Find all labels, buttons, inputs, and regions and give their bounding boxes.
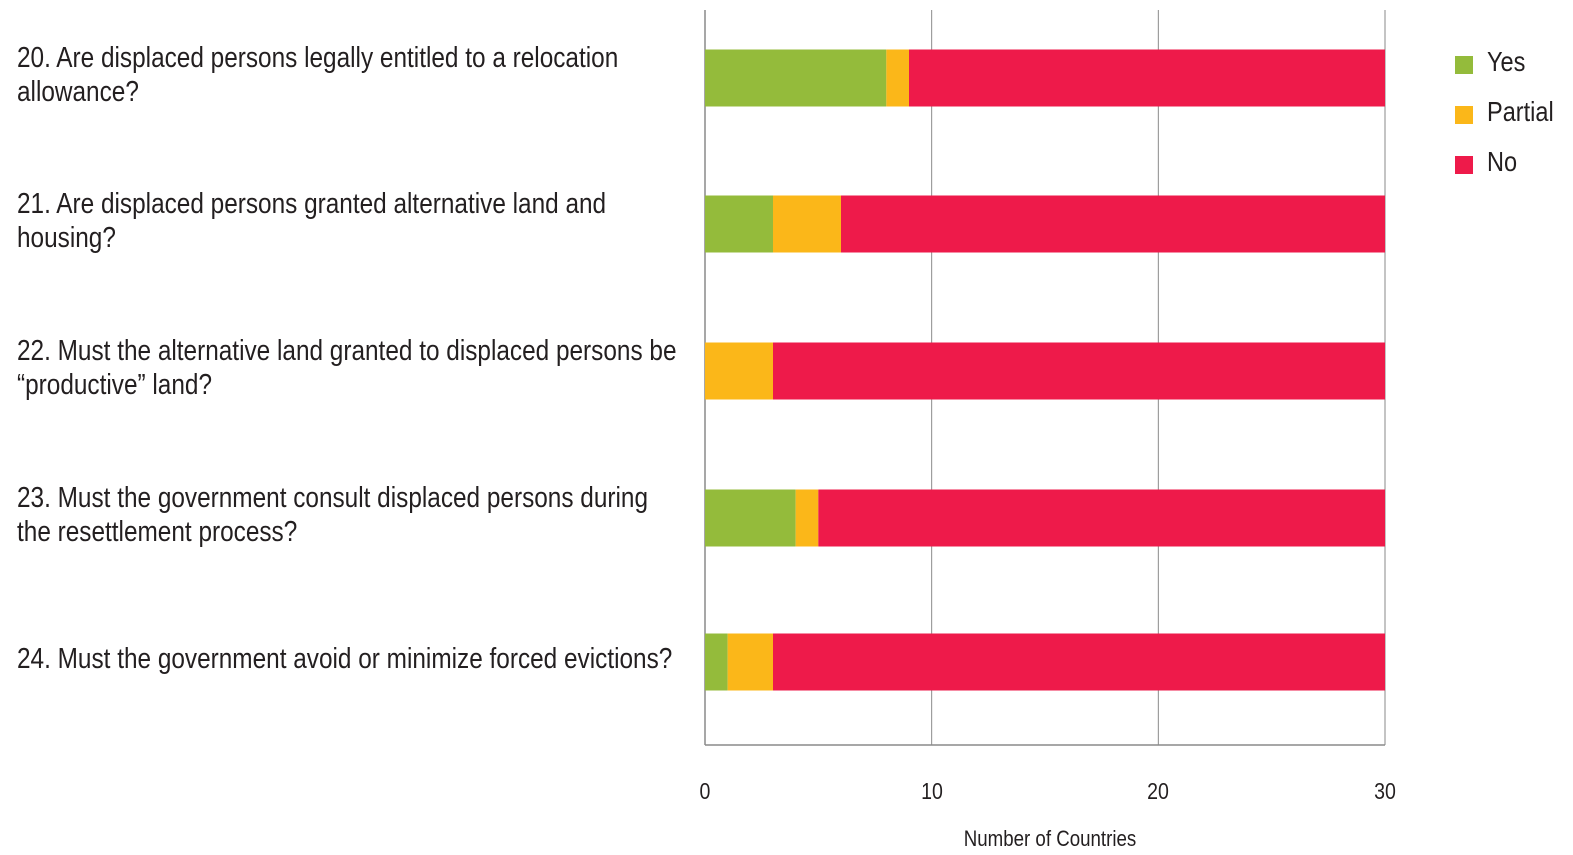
legend-swatch (1455, 56, 1473, 74)
bar-yes-5 (705, 633, 728, 691)
question-label-line: 23. Must the government consult displace… (17, 482, 649, 514)
bar-yes-1 (705, 49, 887, 107)
x-tick-label: 0 (699, 778, 711, 804)
question-label-line: 21. Are displaced persons granted altern… (17, 188, 607, 220)
bar-no-3 (773, 342, 1385, 400)
bar-partial-4 (795, 489, 819, 547)
legend-label: Yes (1487, 46, 1526, 77)
question-label: 23. Must the government consult displace… (17, 481, 649, 549)
question-label: 20. Are displaced persons legally entitl… (17, 41, 619, 109)
legend-label: No (1487, 146, 1518, 177)
x-axis-title: Number of Countries (963, 826, 1137, 851)
x-tick-label: 10 (920, 778, 943, 804)
question-label: 21. Are displaced persons granted altern… (17, 187, 607, 255)
question-label-line: housing? (17, 222, 116, 254)
question-label-line: 20. Are displaced persons legally entitl… (17, 42, 619, 74)
question-label-line: 24. Must the government avoid or minimiz… (17, 643, 673, 675)
question-label: 24. Must the government avoid or minimiz… (17, 642, 673, 676)
bar-no-2 (841, 195, 1385, 253)
legend-label: Partial (1487, 96, 1554, 127)
bar-partial-3 (705, 342, 773, 400)
bar-no-1 (909, 49, 1385, 107)
legend-swatch (1455, 106, 1473, 124)
question-label-line: 22. Must the alternative land granted to… (17, 335, 677, 367)
question-label: 22. Must the alternative land granted to… (17, 334, 677, 402)
legend-swatch (1455, 156, 1473, 174)
bar-no-5 (773, 633, 1385, 691)
x-tick-label: 30 (1374, 778, 1396, 804)
bar-partial-1 (886, 49, 909, 107)
bar-partial-2 (773, 195, 841, 253)
question-label-line: “productive” land? (17, 369, 212, 401)
bar-yes-4 (705, 489, 796, 547)
x-tick-label: 20 (1147, 778, 1170, 804)
question-label-line: allowance? (17, 76, 139, 108)
bar-no-4 (818, 489, 1385, 547)
bar-partial-5 (727, 633, 773, 691)
question-label-line: the resettlement process? (17, 516, 298, 548)
bar-yes-2 (705, 195, 773, 253)
